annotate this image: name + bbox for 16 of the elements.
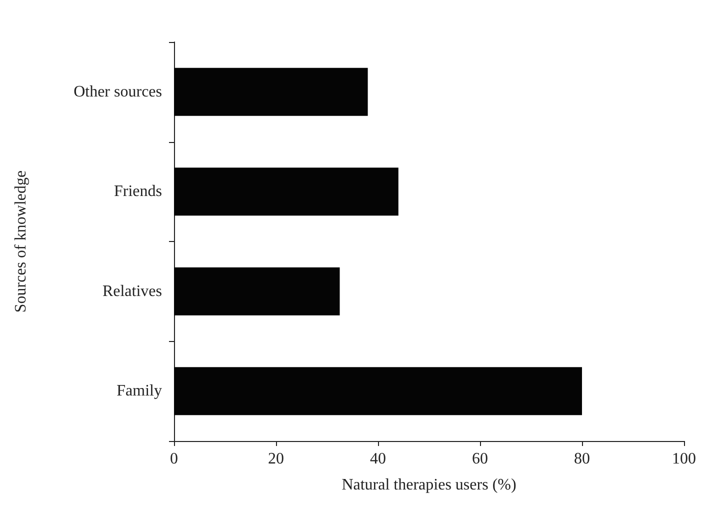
y-axis-title: Sources of knowledge (12, 170, 30, 313)
bar (174, 267, 340, 316)
x-tick-label: 80 (574, 450, 590, 468)
x-tick-label: 0 (170, 450, 178, 468)
x-tick-label: 60 (472, 450, 488, 468)
bar (174, 168, 398, 216)
y-tick-label: Relatives (102, 282, 162, 300)
x-tick-label: 40 (370, 450, 386, 468)
y-tick-label: Other sources (74, 83, 162, 100)
y-tick-label: Friends (114, 183, 162, 200)
x-tick-label: 100 (672, 450, 696, 468)
x-axis-title: Natural therapies users (%) (342, 476, 516, 494)
y-tick-label: Family (116, 382, 162, 400)
bar (174, 68, 368, 116)
bar (174, 367, 582, 416)
x-tick-label: 20 (268, 450, 284, 468)
